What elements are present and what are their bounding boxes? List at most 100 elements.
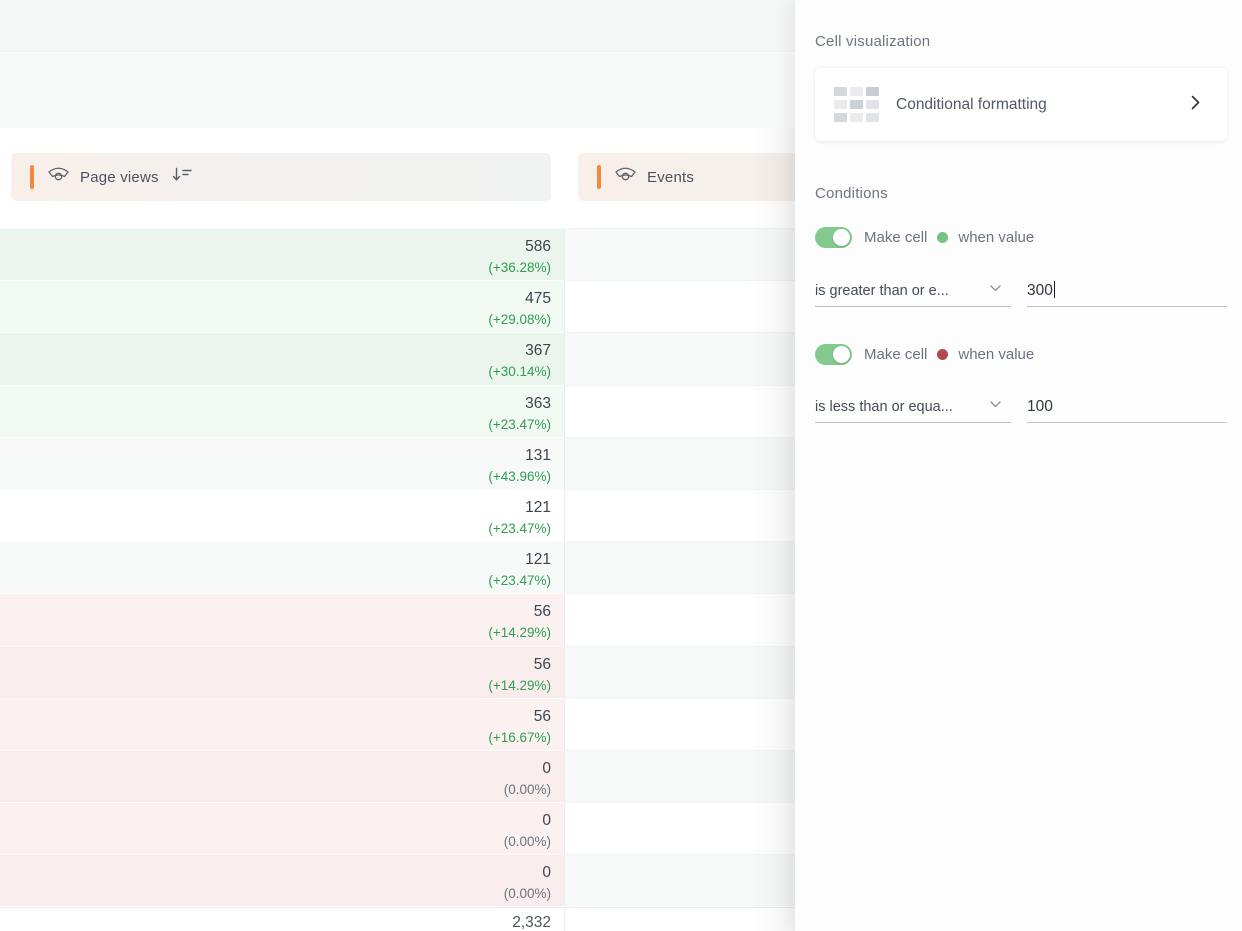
table-row: 367 (+30.14%)	[0, 332, 795, 385]
table-row: 131 (+43.96%)	[0, 436, 795, 489]
settings-panel: Cell visualization Conditional formattin…	[795, 0, 1242, 931]
green-color-dot[interactable]	[937, 232, 949, 243]
page-views-delta: (+29.08%)	[488, 312, 551, 328]
page-views-delta: (+14.29%)	[488, 677, 551, 693]
events-cell	[564, 541, 795, 594]
events-cell	[564, 802, 795, 855]
table-row: 0 (0.00%)	[0, 802, 795, 855]
sort-descending-icon[interactable]	[172, 167, 192, 187]
condition-2-toggle-row: Make cell when value	[815, 344, 1227, 365]
events-cell	[564, 645, 795, 698]
page-views-value: 0	[542, 759, 551, 777]
toggle-knob	[833, 229, 850, 246]
events-cell	[564, 593, 795, 646]
text-caret	[1053, 281, 1056, 298]
toggle-knob	[833, 346, 850, 363]
page-views-delta: (0.00%)	[503, 886, 551, 902]
events-cell	[564, 488, 795, 542]
page-views-delta: (+16.67%)	[488, 729, 551, 745]
condition-label-suffix: when value	[958, 229, 1035, 246]
condition-1-inputs: is greater than or e... 300	[815, 281, 1227, 307]
chevron-down-icon	[990, 396, 1001, 412]
page-views-delta: (+36.28%)	[488, 260, 551, 275]
condition-label-suffix: when value	[958, 346, 1035, 363]
events-cell	[564, 854, 795, 907]
page-views-delta: (+23.47%)	[488, 573, 551, 589]
table-row: 56 (+14.29%)	[0, 593, 795, 646]
page-views-delta: (+43.96%)	[488, 468, 551, 484]
page-views-value: 475	[525, 290, 551, 308]
page-views-value: 56	[533, 603, 551, 621]
table-row: 56 (+14.29%)	[0, 645, 795, 698]
page-views-delta: (+30.14%)	[488, 364, 551, 380]
conditions-title: Conditions	[815, 185, 888, 202]
condition-1-toggle[interactable]	[815, 227, 852, 248]
table-row: 475 (+29.08%)	[0, 280, 795, 333]
condition-2-inputs: is less than or equa... 100	[815, 398, 1227, 423]
condition-1-value-input[interactable]: 300	[1027, 281, 1227, 307]
column-header-page-views[interactable]: Page views	[11, 153, 551, 201]
condition-2-toggle[interactable]	[815, 344, 852, 365]
page-views-delta: (+23.47%)	[488, 416, 551, 432]
conditional-formatting-label: Conditional formatting	[896, 95, 1047, 113]
events-total	[564, 907, 795, 931]
analytics-table-area: Page views Events 586 (+36.28%) 475 (+29.0…	[0, 0, 795, 931]
grid-icon	[834, 87, 879, 122]
column-header-events[interactable]: Events	[578, 153, 795, 201]
condition-1-operator-select[interactable]: is greater than or e...	[815, 283, 1011, 307]
metric-rows: 586 (+36.28%) 475 (+29.08%) 367 (+30.14%) 3…	[0, 228, 795, 907]
page-views-value: 0	[542, 864, 551, 882]
secondary-toolbar-band	[0, 53, 795, 128]
metric-accent-bar	[597, 165, 601, 189]
top-toolbar-band	[0, 0, 795, 52]
operator-value: is greater than or e...	[815, 283, 949, 299]
events-cell	[564, 697, 795, 750]
page-views-value: 131	[525, 446, 551, 464]
events-cell	[564, 280, 795, 333]
condition-2-operator-select[interactable]: is less than or equa...	[815, 399, 1011, 423]
condition-1-toggle-row: Make cell when value	[815, 227, 1227, 248]
operator-value: is less than or equa...	[815, 399, 953, 415]
page-views-value: 56	[533, 707, 551, 725]
page-views-value: 363	[525, 394, 551, 412]
chevron-right-icon	[1191, 95, 1200, 115]
condition-label-prefix: Make cell	[864, 346, 928, 363]
page-views-total: 2,332	[0, 907, 564, 931]
metric-accent-bar	[30, 165, 34, 189]
page-views-value: 121	[525, 551, 551, 569]
condition-label-prefix: Make cell	[864, 229, 928, 246]
table-row: 56 (+16.67%)	[0, 697, 795, 750]
events-cell	[564, 384, 795, 437]
page-views-value: 121	[525, 498, 551, 516]
page-views-value: 0	[542, 812, 551, 830]
totals-row: 2,332	[0, 907, 795, 931]
cell-visualization-title: Cell visualization	[815, 33, 931, 50]
table-row: 586 (+36.28%)	[0, 228, 795, 281]
events-cell	[564, 436, 795, 489]
table-row: 0 (0.00%)	[0, 854, 795, 907]
conditional-formatting-option[interactable]: Conditional formatting	[815, 68, 1227, 141]
events-cell	[564, 228, 795, 281]
eye-icon	[47, 166, 70, 188]
chevron-down-icon	[990, 280, 1001, 296]
page-views-value: 367	[525, 342, 551, 360]
page-views-value: 586	[525, 238, 551, 255]
page-views-value: 56	[533, 655, 551, 673]
events-cell	[564, 332, 795, 385]
page-views-delta: (0.00%)	[503, 834, 551, 850]
events-cell	[564, 749, 795, 803]
table-row: 363 (+23.47%)	[0, 384, 795, 437]
red-color-dot[interactable]	[937, 349, 949, 360]
eye-icon	[614, 166, 637, 188]
column-label: Events	[647, 168, 695, 186]
table-row: 121 (+23.47%)	[0, 541, 795, 594]
input-value: 300	[1027, 282, 1053, 299]
column-label: Page views	[80, 168, 159, 186]
condition-2-value-input[interactable]: 100	[1027, 398, 1227, 423]
page-views-delta: (+14.29%)	[488, 625, 551, 641]
page-views-delta: (0.00%)	[503, 781, 551, 797]
table-row: 121 (+23.47%)	[0, 488, 795, 542]
table-row: 0 (0.00%)	[0, 749, 795, 803]
input-value: 100	[1027, 398, 1053, 415]
page-views-delta: (+23.47%)	[488, 520, 551, 536]
